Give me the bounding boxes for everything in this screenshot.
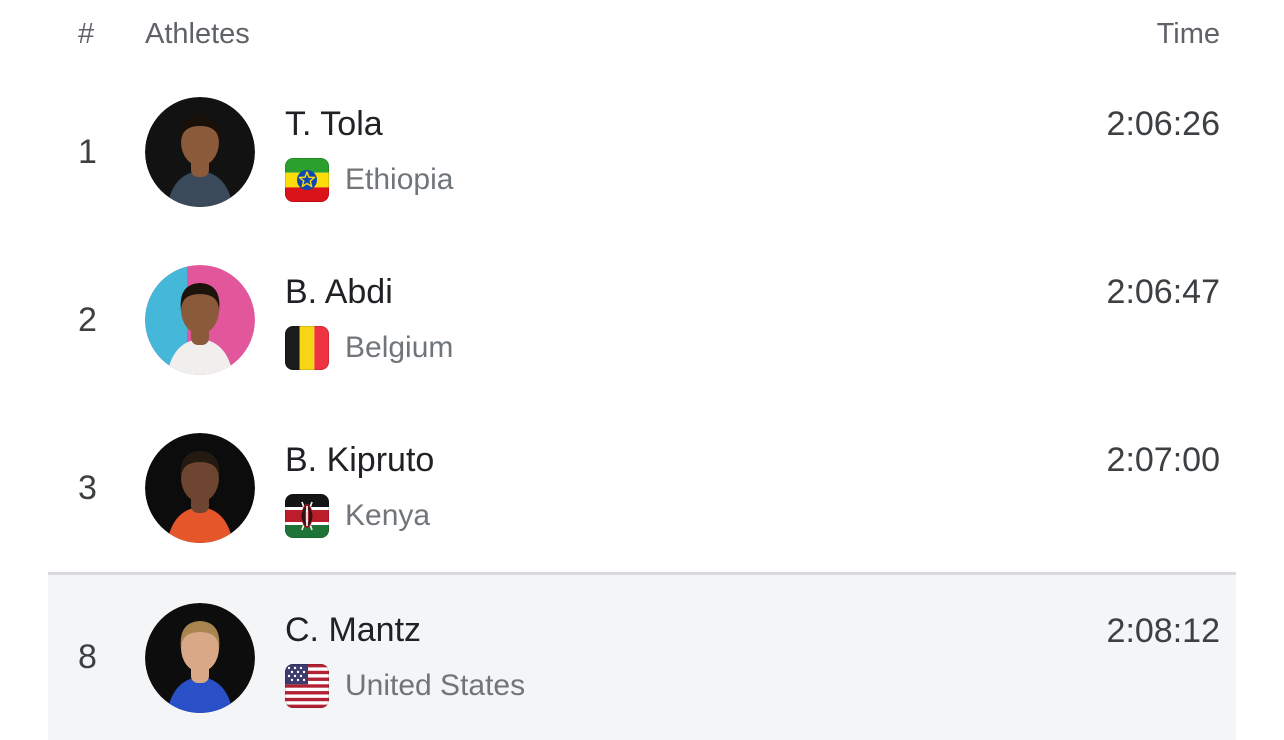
country-line: Ethiopia [285, 158, 453, 202]
finish-time: 2:08:12 [1106, 612, 1220, 650]
athlete-avatar [145, 433, 255, 543]
rank: 2 [78, 300, 97, 339]
finish-time: 2:07:00 [1106, 441, 1220, 479]
country-line: United States [285, 663, 526, 708]
finish-time: 2:06:47 [1106, 273, 1220, 311]
athlete-avatar [145, 602, 255, 713]
rank: 8 [78, 638, 97, 676]
athlete-info: B. Abdi Belgium [285, 270, 453, 370]
belgium-flag-icon [285, 326, 329, 370]
country-name: Ethiopia [345, 163, 454, 196]
athlete-name: C. Mantz [285, 610, 422, 649]
country-name: Belgium [345, 331, 454, 364]
united-states-flag-icon [285, 663, 329, 708]
finish-time: 2:06:26 [1106, 105, 1220, 143]
athlete-row[interactable]: 1 T. Tola Ethiopia 2:06:26 [48, 68, 1236, 236]
kenya-flag-icon [285, 494, 329, 538]
athlete-name: B. Abdi [285, 273, 393, 311]
athlete-avatar [145, 265, 255, 375]
country-name: Kenya [345, 499, 431, 532]
athlete-row[interactable]: 2 B. Abdi Belgium 2:06:47 [48, 236, 1236, 404]
athletes-column-header: Athletes [145, 17, 250, 50]
rank-column-header: # [78, 17, 95, 50]
country-line: Belgium [285, 326, 453, 370]
athlete-avatar [145, 97, 255, 207]
country-line: Kenya [285, 494, 434, 538]
athlete-info: B. Kipruto Kenya [285, 438, 434, 538]
time-column-header: Time [1156, 17, 1220, 50]
rank: 3 [78, 468, 97, 507]
athlete-row[interactable]: 3 B. Kipruto [48, 404, 1236, 572]
country-name: United States [345, 668, 526, 702]
rank: 1 [78, 132, 97, 171]
table-header: # Athletes Time [48, 0, 1236, 68]
athlete-name: T. Tola [285, 105, 383, 143]
athlete-name: B. Kipruto [285, 441, 435, 479]
athlete-info: C. Mantz United States [285, 608, 525, 708]
ethiopia-flag-icon [285, 158, 329, 202]
athlete-info: T. Tola Ethiopia [285, 102, 453, 202]
athlete-row[interactable]: 8 C. Mantz [48, 572, 1236, 740]
